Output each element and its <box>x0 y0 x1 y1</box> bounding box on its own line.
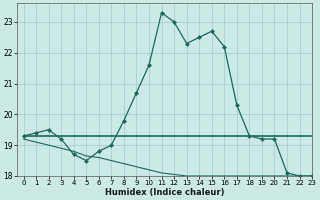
X-axis label: Humidex (Indice chaleur): Humidex (Indice chaleur) <box>105 188 224 197</box>
